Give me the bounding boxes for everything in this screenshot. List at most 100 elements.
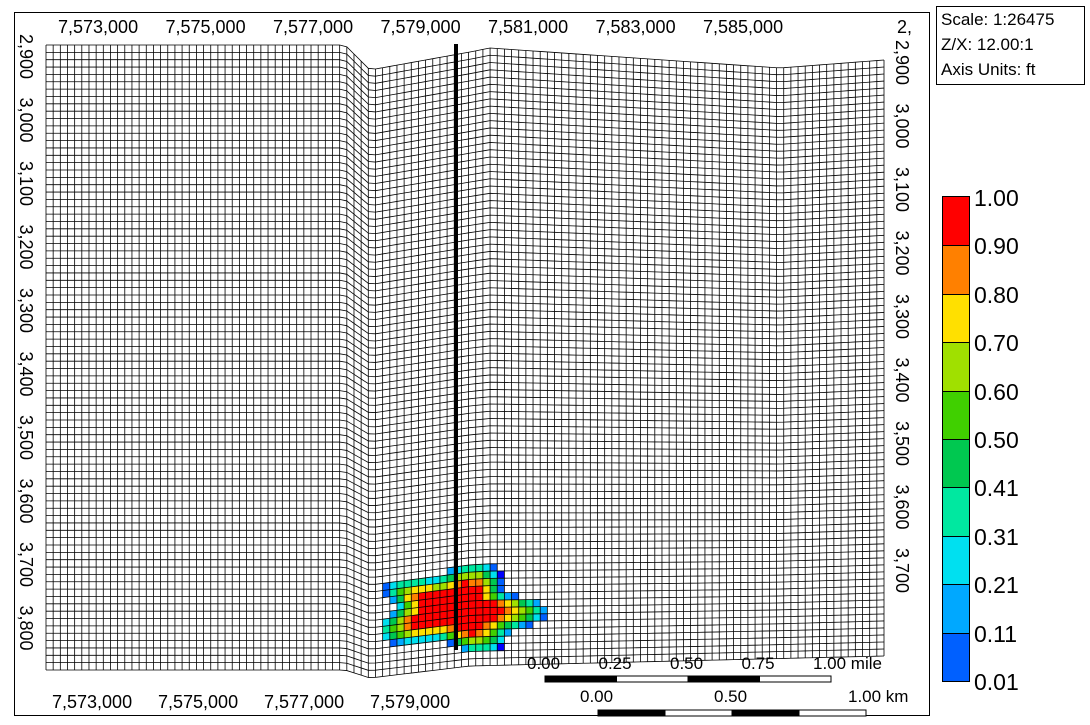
grid-layer-line [46, 466, 885, 485]
plume-cell [482, 571, 491, 579]
plume-cell [497, 614, 505, 622]
plume-cell [475, 585, 483, 594]
grid-layer-line [46, 501, 885, 521]
plume-cell [439, 625, 448, 634]
x-axis-top-tick-label: 7,585,000 [703, 17, 783, 37]
legend-color-band [943, 245, 969, 294]
legend-color-band [943, 487, 969, 536]
y-axis-right-tick-label: 3,400 [892, 358, 912, 403]
grid-layer-line [46, 176, 885, 199]
plume-cell [461, 579, 469, 588]
plume-cell [439, 575, 448, 584]
plume-cell [511, 606, 519, 615]
y-axis-right-tick-label: 3,300 [892, 294, 912, 339]
grid-layer-line [46, 330, 885, 349]
plume-cell [396, 580, 405, 589]
grid-layer-line [46, 599, 885, 621]
km-scale-label: 0.50 [714, 687, 747, 706]
plume-cell [396, 623, 405, 632]
x-axis-top-tick-label: 7,577,000 [273, 17, 353, 37]
plume-cell [382, 632, 390, 641]
plume-cell [468, 636, 476, 645]
grid-layer-line [46, 613, 885, 635]
plume-cell [439, 603, 448, 612]
grid-layer-line [46, 396, 885, 413]
plume-cell [468, 629, 476, 638]
plume-cell [497, 592, 505, 601]
grid-layer-line [46, 301, 885, 320]
plume-cell [482, 578, 491, 586]
plume-cell [511, 599, 519, 608]
mile-scale-label: 1.00 mile [813, 654, 882, 673]
grid-layer-line [46, 438, 885, 456]
grid-layer-line [46, 257, 885, 277]
y-axis-left-tick-label: 3,000 [16, 98, 36, 143]
plume-cell [461, 615, 469, 624]
plume-cell [482, 607, 491, 615]
plume-cell [475, 571, 483, 580]
plume-cell [475, 622, 483, 630]
legend-value-label: 0.50 [974, 427, 1019, 453]
grid-layer-line [46, 529, 885, 549]
color-legend [942, 196, 970, 682]
legend-value-label: 0.21 [974, 572, 1019, 599]
y-axis-right-tick-label: 3,200 [892, 231, 912, 276]
plume-cell [461, 630, 469, 639]
km-scale-label: 0.00 [580, 687, 613, 706]
y-axis-right-tick-label: 3,600 [892, 485, 912, 530]
plume-cell [525, 613, 534, 622]
mile-scale-segment [616, 675, 689, 683]
legend-color-band [943, 584, 969, 633]
plume-cell [389, 617, 397, 626]
grid-layer-line [46, 578, 885, 600]
plume-cell [411, 600, 419, 609]
plume-cell [482, 585, 491, 594]
plume-cell [447, 595, 455, 604]
plume-cell [497, 621, 505, 630]
legend-color-band [943, 197, 969, 246]
y-axis-left-tick-label: 3,500 [16, 415, 36, 460]
legend-color-band [943, 293, 969, 343]
grid-layer-line [46, 487, 885, 506]
plume-cell [425, 612, 433, 621]
grid-layer-line [46, 634, 885, 657]
grid-layer-line [46, 606, 885, 628]
legend-value-label: 1.00 [974, 185, 1019, 211]
scale-bars: 0.00 0.25 0.50 0.75 1.00 mile 0.00 0.50 1.00 km [527, 654, 908, 717]
grid-layer-line [46, 184, 885, 206]
plume-cell [411, 621, 419, 630]
plume-cell [461, 593, 469, 603]
plume-cell [418, 585, 426, 594]
grid-layer-line [46, 147, 885, 170]
plume-cell [432, 611, 440, 621]
legend-value-label: 0.41 [974, 475, 1019, 502]
plume-cell [468, 607, 476, 616]
plume-cell [396, 609, 405, 618]
plume-cell [425, 627, 433, 636]
plume-cell [432, 619, 440, 628]
plume-cell [475, 600, 483, 608]
grid-layer-line [46, 221, 885, 242]
grid-layer-line [46, 592, 885, 614]
grid-layer-line [46, 140, 885, 163]
grid-layer-line [46, 352, 885, 371]
zx-ratio-text: Z/X: 12.00:1 [941, 35, 1034, 54]
plume-cell [404, 615, 412, 624]
plume-cell [439, 596, 448, 605]
grid-layer-line [46, 550, 885, 571]
grid-layer-line [46, 309, 885, 328]
km-scale-label: 1.00 km [848, 687, 908, 706]
grid-layer-line [46, 96, 885, 120]
plume-cell [468, 593, 476, 602]
plume-cell [382, 582, 390, 591]
grid-layer-line [46, 459, 885, 478]
legend-color-band [943, 439, 969, 488]
plume-cell [389, 595, 397, 604]
plume-cell [497, 628, 505, 637]
plume-cell [396, 638, 405, 647]
x-axis-top-tick-label: 2, [897, 17, 912, 37]
plume-cell [447, 588, 455, 597]
grid-layer-line [46, 88, 885, 113]
plume-cell [475, 607, 483, 616]
